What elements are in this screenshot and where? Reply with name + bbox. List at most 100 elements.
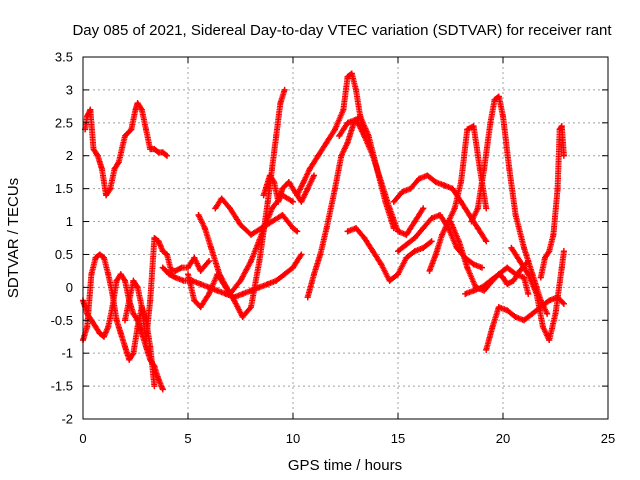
data-point bbox=[143, 337, 149, 344]
plot-series bbox=[80, 70, 567, 393]
data-point bbox=[159, 386, 166, 393]
data-point bbox=[134, 323, 141, 330]
data-point bbox=[474, 225, 481, 232]
data-point bbox=[279, 211, 286, 218]
data-point bbox=[269, 218, 275, 225]
data-point bbox=[132, 106, 139, 113]
data-point bbox=[264, 281, 271, 288]
data-point bbox=[273, 132, 280, 139]
data-point bbox=[304, 294, 311, 301]
x-tick-label: 25 bbox=[601, 431, 615, 446]
data-point bbox=[542, 254, 548, 261]
data-point bbox=[495, 304, 502, 311]
data-point bbox=[248, 258, 254, 265]
data-point bbox=[195, 211, 202, 218]
data-point bbox=[92, 323, 99, 330]
data-point bbox=[98, 165, 105, 172]
data-point bbox=[269, 165, 275, 172]
data-point bbox=[462, 290, 469, 297]
data-point bbox=[101, 254, 107, 261]
data-point bbox=[180, 277, 187, 284]
data-point bbox=[464, 126, 471, 133]
data-point bbox=[304, 185, 311, 192]
data-point bbox=[197, 304, 204, 311]
data-point bbox=[487, 119, 494, 126]
data-point bbox=[411, 218, 418, 225]
data-point bbox=[122, 132, 128, 139]
data-point bbox=[399, 188, 406, 195]
data-point bbox=[147, 343, 154, 350]
data-point bbox=[208, 244, 215, 251]
data-point bbox=[311, 271, 317, 278]
data-point bbox=[353, 116, 359, 123]
data-point bbox=[166, 271, 173, 278]
data-point bbox=[500, 113, 506, 120]
data-point bbox=[353, 86, 359, 93]
data-point bbox=[101, 333, 107, 340]
data-point bbox=[130, 350, 137, 357]
data-point bbox=[306, 165, 313, 172]
data-point bbox=[138, 106, 145, 113]
data-point bbox=[290, 225, 296, 232]
plot-frame bbox=[82, 56, 609, 420]
data-point bbox=[258, 231, 265, 238]
data-point bbox=[481, 287, 488, 294]
data-point bbox=[483, 346, 490, 353]
data-point bbox=[90, 146, 97, 153]
data-point bbox=[395, 248, 401, 255]
y-tick-label: 0 bbox=[66, 280, 73, 295]
data-point bbox=[115, 159, 122, 166]
data-point bbox=[560, 300, 567, 307]
data-point bbox=[138, 304, 145, 311]
series-sat-16 bbox=[426, 123, 490, 274]
data-point bbox=[546, 248, 553, 255]
series-sat-11 bbox=[304, 113, 397, 301]
data-point bbox=[191, 297, 198, 304]
data-point bbox=[126, 356, 133, 363]
data-point bbox=[504, 281, 511, 288]
data-point bbox=[266, 172, 273, 179]
series-sat-1 bbox=[82, 100, 170, 199]
data-point bbox=[178, 264, 185, 271]
x-tick-label: 20 bbox=[496, 431, 510, 446]
data-point bbox=[197, 267, 204, 274]
data-point bbox=[277, 100, 284, 107]
data-point bbox=[556, 126, 563, 133]
data-point bbox=[151, 235, 158, 241]
data-point bbox=[216, 271, 223, 278]
data-point bbox=[122, 343, 128, 350]
data-point bbox=[143, 126, 149, 133]
data-point bbox=[87, 106, 94, 113]
data-point bbox=[560, 248, 567, 255]
data-point bbox=[269, 205, 275, 212]
data-point bbox=[159, 248, 166, 255]
y-tick-label: 2 bbox=[66, 148, 73, 163]
data-point bbox=[237, 221, 244, 228]
data-point bbox=[147, 297, 154, 304]
data-point bbox=[420, 244, 427, 251]
data-point bbox=[197, 281, 204, 288]
data-point bbox=[466, 211, 473, 218]
data-point bbox=[495, 271, 502, 278]
chart-title: Day 085 of 2021, Sidereal Day-to-day VTE… bbox=[72, 22, 612, 39]
y-tick-label: -1 bbox=[61, 346, 73, 361]
series-sat-4 bbox=[122, 235, 212, 344]
data-point bbox=[428, 215, 435, 222]
data-point bbox=[411, 248, 418, 255]
data-point bbox=[103, 192, 110, 199]
data-point bbox=[525, 271, 532, 278]
x-tick-label: 5 bbox=[184, 431, 191, 446]
x-tick-label: 0 bbox=[79, 431, 86, 446]
data-point bbox=[122, 317, 128, 324]
data-point bbox=[260, 192, 267, 199]
data-point bbox=[550, 231, 557, 238]
series-sat-13 bbox=[344, 225, 435, 284]
data-point bbox=[298, 251, 305, 258]
data-point bbox=[544, 310, 551, 317]
data-point bbox=[558, 264, 565, 271]
data-point bbox=[495, 93, 502, 100]
data-point bbox=[214, 287, 221, 294]
data-point bbox=[206, 290, 212, 297]
y-tick-label: -0.5 bbox=[51, 313, 73, 328]
